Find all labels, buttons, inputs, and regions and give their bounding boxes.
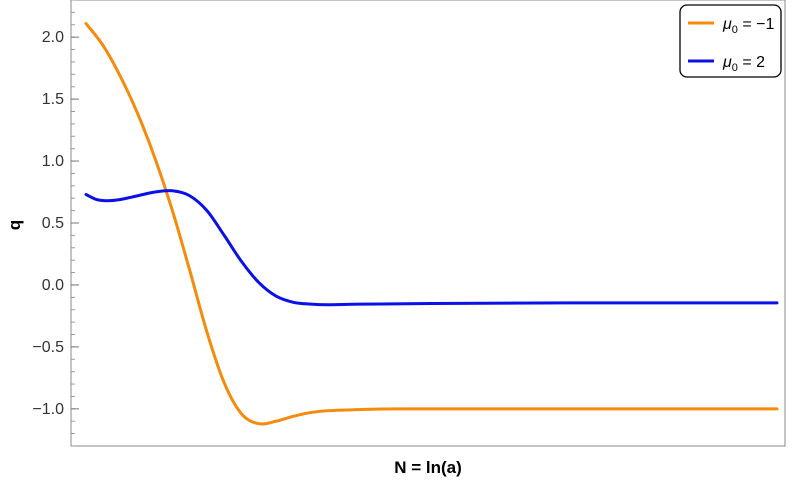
- y-tick-label: −0.5: [32, 339, 64, 356]
- y-major-ticks: [71, 36, 79, 410]
- y-tick-label: −1.0: [32, 401, 64, 418]
- x-axis-label: N = ln(a): [394, 458, 462, 477]
- series-lines: [84, 22, 779, 426]
- y-tick-label: 2.0: [42, 29, 64, 46]
- legend: μ0 = −1 μ0 = 2: [679, 4, 782, 78]
- legend-label-mu0-minus1: μ0 = −1: [722, 16, 774, 36]
- y-tick-label: 1.5: [42, 91, 64, 108]
- plot-frame: [70, 0, 786, 447]
- y-tick-labels: 2.0 1.5 1.0 0.5 0.0 −0.5 −1.0: [32, 29, 64, 418]
- y-tick-label: 0.0: [42, 277, 64, 294]
- y-axis-label: q: [5, 220, 24, 230]
- series-line-mu0-minus1: [84, 22, 779, 426]
- y-tick-label: 1.0: [42, 153, 64, 170]
- series-line-mu0-2: [84, 189, 779, 307]
- y-tick-label: 0.5: [42, 215, 64, 232]
- legend-label-mu0-2: μ0 = 2: [722, 54, 765, 74]
